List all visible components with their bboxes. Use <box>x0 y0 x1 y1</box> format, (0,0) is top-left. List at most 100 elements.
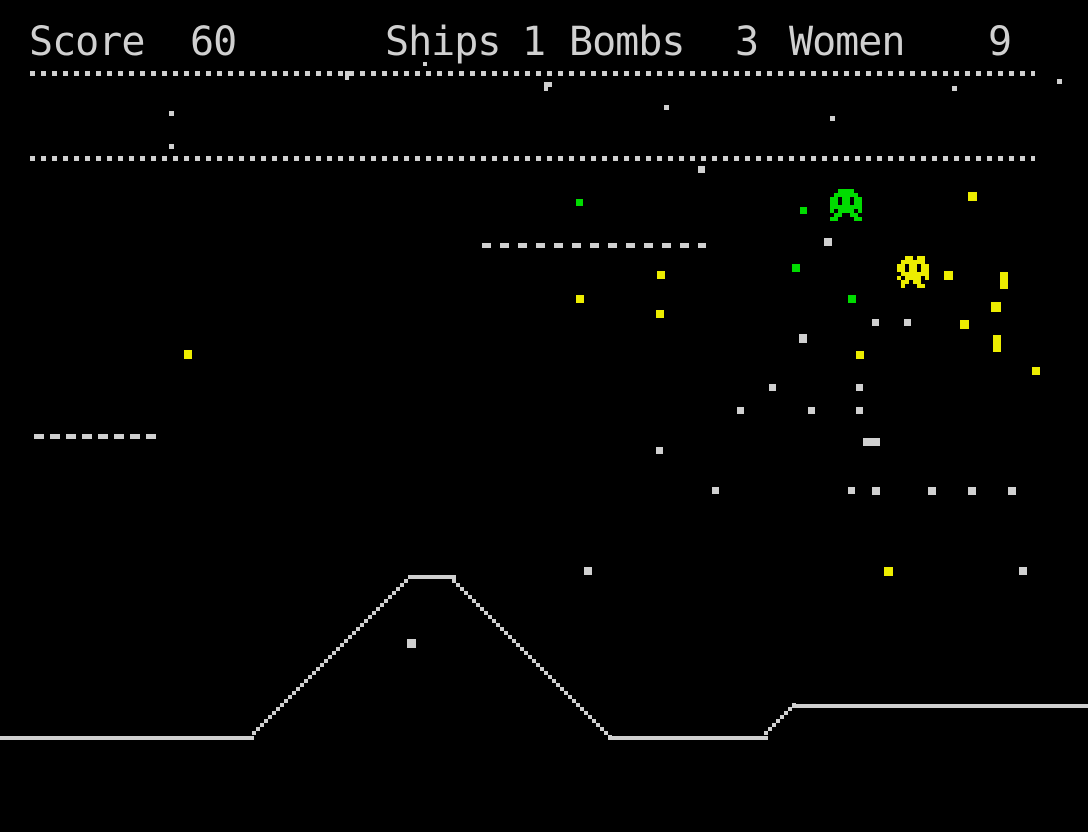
star-dot <box>169 144 174 149</box>
terrain-segment <box>364 619 368 623</box>
terrain-segment <box>312 671 316 675</box>
terrain-segment <box>512 639 516 643</box>
terrain-segment <box>536 663 540 667</box>
terrain-segment <box>540 667 544 671</box>
terrain-segment <box>596 723 600 727</box>
green-particle <box>792 264 800 272</box>
terrain-segment <box>564 691 568 695</box>
terrain-segment <box>332 651 336 655</box>
terrain-segment <box>496 623 500 627</box>
terrain-segment <box>784 711 788 715</box>
alien-yellow-sprite <box>905 260 909 264</box>
terrain-segment <box>516 643 520 647</box>
alien-yellow-sprite <box>897 264 901 268</box>
terrain-segment <box>400 583 404 587</box>
star-dot <box>1008 487 1016 495</box>
star-dot <box>407 639 416 648</box>
alien-yellow-sprite <box>921 256 925 260</box>
terrain-segment <box>584 711 588 715</box>
alien-green-sprite <box>850 213 854 217</box>
terrain-segment <box>288 695 292 699</box>
alien-yellow-sprite <box>909 276 913 280</box>
terrain-segment <box>292 691 296 695</box>
terrain-segment <box>556 683 560 687</box>
terrain-segment <box>772 723 776 727</box>
terrain-segment <box>504 631 508 635</box>
alien-yellow-sprite <box>909 272 913 276</box>
terrain-segment <box>764 731 768 735</box>
ships-value: 1 <box>522 19 546 65</box>
star-dot <box>848 487 855 494</box>
yellow-particle <box>884 567 893 576</box>
yellow-particle <box>968 192 977 201</box>
terrain-segment <box>524 651 528 655</box>
star-dot <box>856 407 863 414</box>
alien-yellow-sprite <box>913 272 917 276</box>
star-dot <box>544 82 552 87</box>
yellow-particle <box>944 271 953 280</box>
alien-yellow-sprite <box>909 268 913 272</box>
alien-green-sprite <box>838 205 842 209</box>
alien-green-sprite <box>854 193 858 197</box>
alien-yellow-sprite <box>925 264 929 268</box>
alien-yellow-sprite <box>909 256 913 260</box>
terrain-segment <box>396 587 400 591</box>
terrain-segment <box>608 736 768 740</box>
terrain-segment <box>472 599 476 603</box>
star-dot <box>799 334 807 343</box>
alien-yellow-sprite <box>913 260 917 264</box>
star-dot <box>737 407 744 414</box>
terrain-segment <box>340 643 344 647</box>
alien-yellow-sprite <box>921 272 925 276</box>
alien-green-sprite <box>850 193 854 197</box>
terrain-segment <box>300 683 304 687</box>
terrain-segment <box>404 579 408 583</box>
terrain-segment <box>268 715 272 719</box>
terrain-segment <box>488 615 492 619</box>
terrain-segment <box>256 727 260 731</box>
terrain-segment <box>344 639 348 643</box>
alien-green-sprite <box>858 209 862 213</box>
terrain-segment <box>316 667 320 671</box>
terrain-segment <box>460 587 464 591</box>
terrain-segment <box>780 715 784 719</box>
terrain-segment <box>532 659 536 663</box>
alien-yellow-sprite <box>897 268 901 272</box>
alien-yellow-sprite <box>921 284 925 288</box>
star-dot <box>1019 567 1027 575</box>
green-particle <box>800 207 807 214</box>
star-dot <box>904 319 911 326</box>
alien-yellow-sprite <box>909 264 913 268</box>
alien-green-sprite <box>854 217 858 221</box>
terrain-segment <box>604 731 608 735</box>
terrain-segment <box>456 583 460 587</box>
alien-green-sprite <box>858 205 862 209</box>
terrain-segment <box>520 647 524 651</box>
terrain-segment <box>308 675 312 679</box>
terrain-segment <box>408 575 456 579</box>
alien-yellow-sprite <box>925 272 929 276</box>
scanner-dotted-line <box>30 71 1035 76</box>
terrain-segment <box>560 687 564 691</box>
terrain-segment <box>368 615 372 619</box>
star-dot <box>952 86 957 91</box>
alien-green-sprite <box>858 217 862 221</box>
green-particle <box>848 295 856 303</box>
alien-green-sprite <box>834 217 838 221</box>
bombs-value: 3 <box>735 19 759 65</box>
yellow-particle <box>856 351 864 359</box>
alien-yellow-sprite <box>917 276 921 280</box>
star-dot <box>698 166 705 173</box>
yellow-particle <box>960 320 969 329</box>
alien-green-sprite <box>842 205 846 209</box>
alien-green-sprite <box>834 193 838 197</box>
terrain-segment <box>476 603 480 607</box>
terrain-segment <box>544 671 548 675</box>
terrain-segment <box>600 727 604 731</box>
terrain-segment <box>468 595 472 599</box>
star-dot <box>169 111 174 116</box>
alien-yellow-sprite <box>921 268 925 272</box>
dashed-line <box>482 243 706 248</box>
star-dot <box>872 487 880 495</box>
